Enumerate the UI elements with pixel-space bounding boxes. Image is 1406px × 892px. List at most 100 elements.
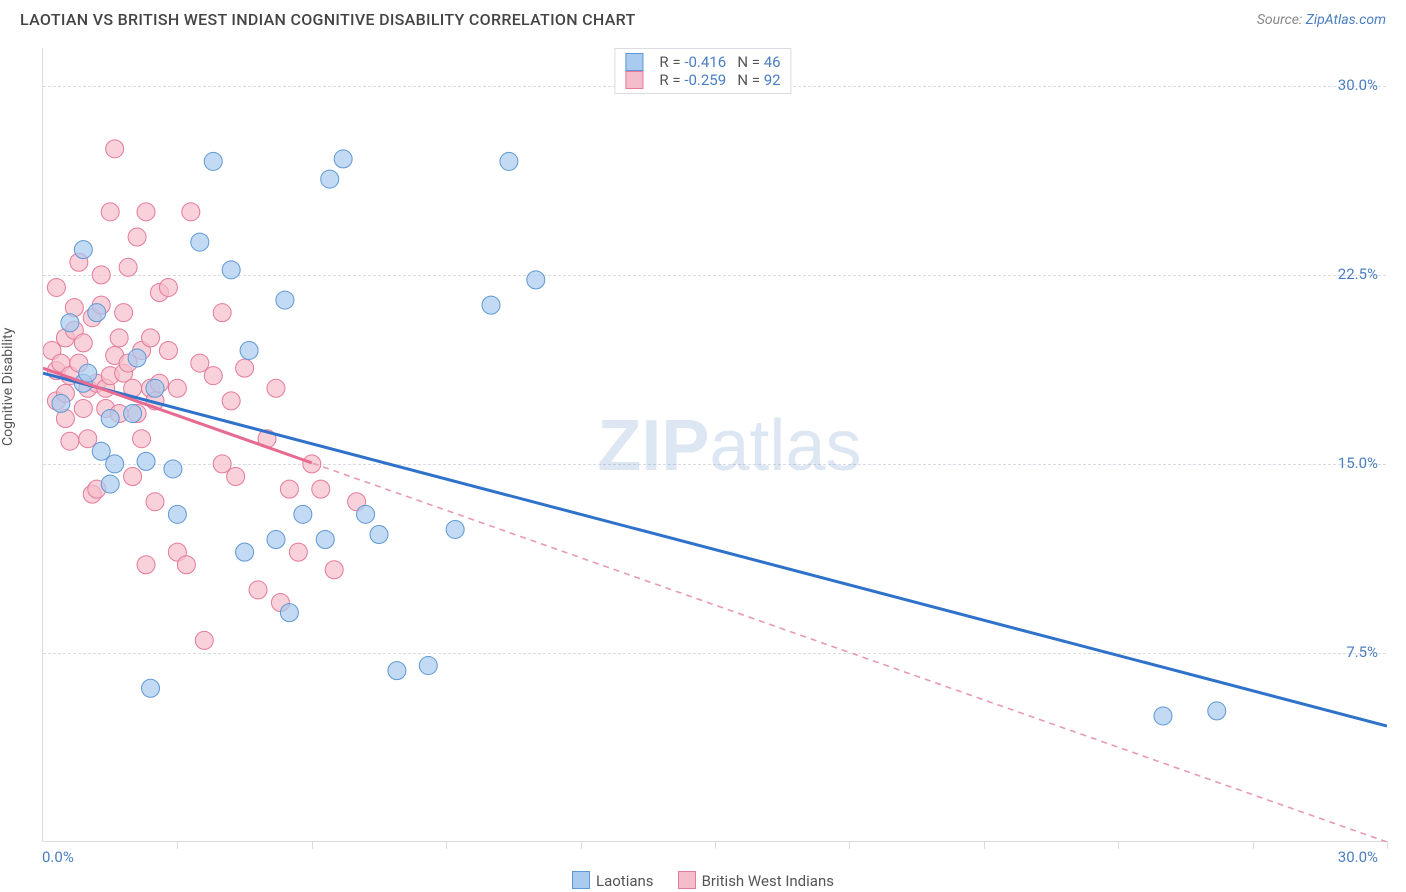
scatter-point	[124, 404, 142, 422]
x-tick	[715, 841, 716, 849]
scatter-point	[204, 152, 222, 170]
scatter-point	[267, 379, 285, 397]
scatter-point	[142, 679, 160, 697]
scatter-point	[370, 525, 388, 543]
legend-swatch	[678, 871, 696, 889]
scatter-point	[61, 314, 79, 332]
chart-plot-area	[42, 48, 1386, 842]
scatter-point	[137, 452, 155, 470]
series-legend: Laotians British West Indians	[572, 871, 834, 890]
scatter-point	[115, 304, 133, 322]
x-tick	[312, 841, 313, 849]
scatter-point	[159, 341, 177, 359]
legend-label: Laotians	[596, 872, 654, 890]
scatter-point	[482, 296, 500, 314]
scatter-point	[240, 341, 258, 359]
scatter-point	[334, 150, 352, 168]
scatter-point	[106, 455, 124, 473]
x-axis-origin-label: 0.0%	[42, 848, 74, 866]
scatter-point	[92, 266, 110, 284]
scatter-point	[142, 329, 160, 347]
scatter-point	[294, 505, 312, 523]
scatter-point	[182, 203, 200, 221]
scatter-point	[124, 468, 142, 486]
scatter-point	[168, 379, 186, 397]
y-axis-label: Cognitive Disability	[0, 328, 16, 446]
scatter-point	[222, 392, 240, 410]
scatter-point	[191, 354, 209, 372]
scatter-plot-svg	[43, 48, 1387, 842]
scatter-point	[137, 203, 155, 221]
scatter-point	[168, 505, 186, 523]
scatter-point	[289, 543, 307, 561]
x-tick	[984, 841, 985, 849]
scatter-point	[79, 364, 97, 382]
x-tick	[446, 841, 447, 849]
scatter-point	[280, 480, 298, 498]
legend-label: British West Indians	[702, 872, 834, 890]
scatter-point	[195, 631, 213, 649]
scatter-point	[88, 304, 106, 322]
scatter-point	[133, 430, 151, 448]
stats-legend-row: R = -0.416 N = 46	[625, 53, 780, 71]
scatter-point	[316, 531, 334, 549]
scatter-point	[357, 505, 375, 523]
x-tick	[1253, 841, 1254, 849]
scatter-point	[159, 278, 177, 296]
scatter-point	[303, 455, 321, 473]
scatter-point	[222, 261, 240, 279]
scatter-point	[128, 349, 146, 367]
scatter-point	[74, 334, 92, 352]
scatter-point	[280, 604, 298, 622]
scatter-point	[276, 291, 294, 309]
source-label: Source: ZipAtlas.com	[1257, 12, 1386, 28]
scatter-point	[236, 543, 254, 561]
scatter-point	[204, 367, 222, 385]
scatter-point	[249, 581, 267, 599]
x-tick	[1118, 841, 1119, 849]
legend-swatch	[625, 53, 643, 71]
scatter-point	[74, 241, 92, 259]
scatter-point	[61, 432, 79, 450]
scatter-point	[321, 170, 339, 188]
scatter-point	[106, 140, 124, 158]
scatter-point	[101, 475, 119, 493]
legend-item: British West Indians	[678, 871, 834, 890]
x-tick	[581, 841, 582, 849]
stats-legend: R = -0.416 N = 46R = -0.259 N = 92	[614, 48, 791, 94]
scatter-point	[227, 468, 245, 486]
legend-swatch	[572, 871, 590, 889]
scatter-point	[92, 442, 110, 460]
scatter-point	[236, 359, 254, 377]
legend-item: Laotians	[572, 871, 654, 890]
scatter-point	[101, 203, 119, 221]
scatter-point	[213, 455, 231, 473]
scatter-point	[146, 493, 164, 511]
scatter-point	[119, 258, 137, 276]
legend-swatch	[625, 71, 643, 89]
scatter-point	[146, 379, 164, 397]
scatter-point	[419, 657, 437, 675]
scatter-point	[312, 480, 330, 498]
x-tick	[1387, 841, 1388, 849]
scatter-point	[110, 329, 128, 347]
scatter-point	[1208, 702, 1226, 720]
stats-text: R = -0.259 N = 92	[659, 71, 780, 89]
scatter-point	[267, 531, 285, 549]
x-tick	[849, 841, 850, 849]
source-value: ZipAtlas.com	[1306, 12, 1386, 28]
scatter-point	[177, 556, 195, 574]
scatter-point	[47, 278, 65, 296]
scatter-point	[527, 271, 545, 289]
scatter-point	[101, 410, 119, 428]
stats-legend-row: R = -0.259 N = 92	[625, 71, 780, 89]
scatter-point	[191, 233, 209, 251]
scatter-point	[74, 399, 92, 417]
stats-text: R = -0.416 N = 46	[659, 53, 780, 71]
scatter-point	[325, 561, 343, 579]
scatter-point	[388, 662, 406, 680]
scatter-point	[164, 460, 182, 478]
scatter-point	[446, 520, 464, 538]
scatter-point	[1154, 707, 1172, 725]
x-tick	[177, 841, 178, 849]
